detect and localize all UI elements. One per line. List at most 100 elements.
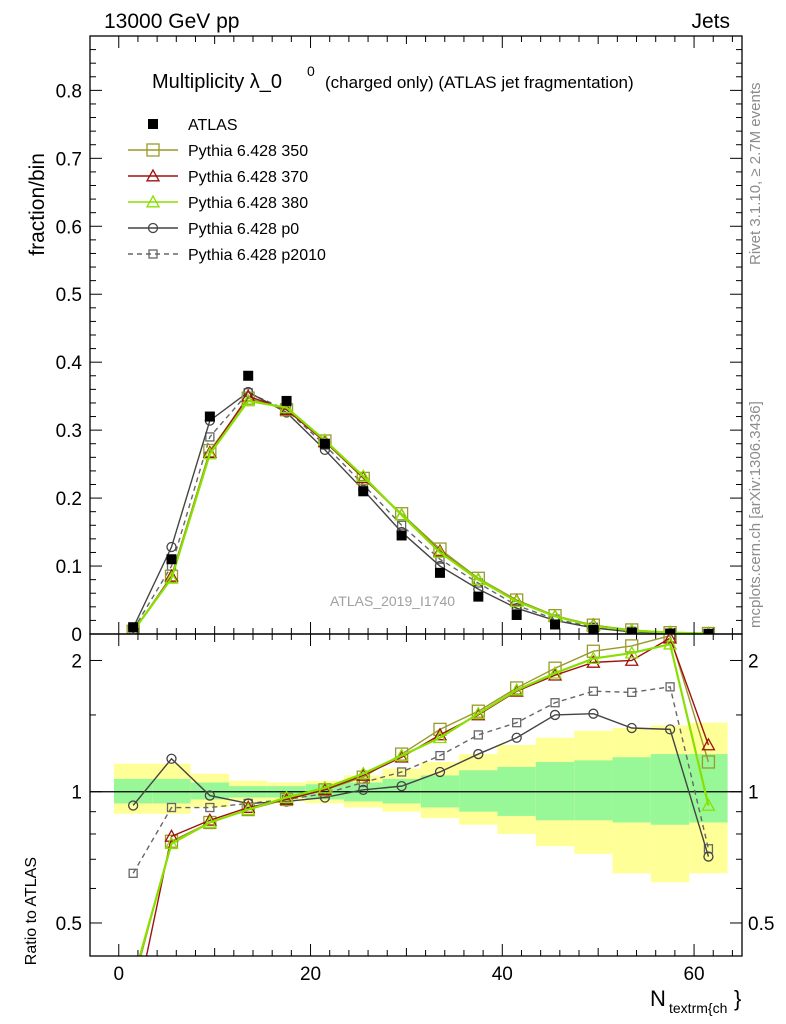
series-point [550,698,560,708]
legend-label: Pythia 6.428 380 [188,195,308,212]
series-point [626,722,637,734]
series-point [127,974,139,985]
series-point [356,470,371,484]
series-point [435,750,445,761]
legend-label: Pythia 6.428 370 [188,169,308,186]
series-point [509,594,524,607]
band-green-14 [650,754,690,825]
band-green-9 [459,770,498,812]
series-point [662,634,678,644]
series-point [356,766,371,780]
series-point [703,851,714,862]
atlas-point [243,370,254,381]
series-point [586,655,601,668]
x-axis-label-tail: } [734,986,741,1011]
series-point [241,393,256,407]
x-tick-label: 0 [113,964,124,985]
band-green-13 [612,757,651,823]
y-tick-label: 0.5 [56,285,82,306]
legend-item: Pythia 6.428 p2010 [128,247,326,264]
series-point [202,815,217,828]
series-point [509,682,524,696]
series-atlas [128,370,714,634]
series-point [396,767,407,777]
series-point [394,507,409,521]
series-point [358,784,369,795]
series-layer [127,634,716,991]
series-point [127,979,139,991]
atlas-point [626,627,637,634]
atlas-point [434,567,445,578]
series-point [241,802,256,816]
series-point [128,868,138,878]
x-tick-label: 40 [492,964,513,985]
series-layer [126,370,716,634]
y-tick-label: 0.3 [56,421,82,442]
atlas-point [703,628,714,634]
series-point [434,766,446,778]
series-point [586,651,601,665]
series-line [138,642,710,956]
atlas-point [665,628,676,634]
legend-item: Pythia 6.428 p0 [128,221,299,238]
series-line [132,399,709,634]
series-point [166,802,177,813]
y-axis-label-ratio: Ratio to ATLAS [23,857,40,965]
ratio-y-tick-label-right: 1 [748,783,759,804]
y-tick-label: 0.1 [56,557,82,578]
y-tick-label: 0.6 [56,217,82,238]
series-point [473,730,483,740]
y-axis-label-main: fraction/bin [26,153,49,256]
series-point [394,748,409,762]
series-point [164,829,179,842]
legend-label: Pythia 6.428 p2010 [188,247,326,264]
series-point [127,800,139,811]
energy-label: 13000 GeV pp [104,10,239,33]
series-point [511,732,522,743]
ratio-y-tick-label-right: 0.5 [748,914,774,935]
series-point [356,469,371,482]
ratio-panel: 0 20 40 60 0.5 0.5 1 1 2 2 [56,633,774,991]
atlas-point [281,395,292,406]
series-point [512,718,522,728]
y-tick-label: 0.7 [56,149,82,170]
title-superscript: 0 [307,63,315,79]
series-point [588,686,599,696]
watermark-label: ATLAS_2019_I1740 [330,593,455,609]
series-point [662,636,678,650]
band-green-12 [574,760,613,821]
legend: ATLAS Pythia 6.428 350 Pythia 6.428 370 Pyt… [128,117,326,264]
series-point [164,836,179,850]
series-point [317,780,333,794]
x-axis-label: N textrm{ch } [650,986,741,1016]
series-point [396,780,407,792]
ratio-y-tick-label-left: 0.5 [56,914,82,935]
series-point [204,790,216,801]
series-point [549,709,561,721]
ratio-y-tick-label-right: 2 [748,651,759,672]
x-axis-label-subscript: textrm{ch [669,1000,727,1016]
series-point [432,545,448,558]
series-point [432,727,448,741]
legend-label: ATLAS [188,117,238,134]
legend-label: Pythia 6.428 p0 [188,221,299,238]
series-line [132,391,709,634]
series-point [627,687,637,698]
y-tick-label: 0.8 [56,81,82,102]
atlas-point [358,486,369,497]
legend-marker [148,249,158,259]
atlas-point [166,554,177,565]
y-tick-label: 0.4 [56,353,83,374]
series-point [625,639,639,653]
series-point [202,446,217,460]
legend-marker [146,143,160,157]
legend-item: ATLAS [148,117,238,134]
atlas-point [128,622,139,633]
ratio-frame [89,633,743,957]
y-tick-label: 0.2 [56,489,82,510]
legend-marker [148,119,158,129]
series-point [205,802,215,813]
series-point [624,653,639,666]
series-pythia-6-428-380 [127,636,716,985]
x-tick-label: 20 [300,964,321,985]
